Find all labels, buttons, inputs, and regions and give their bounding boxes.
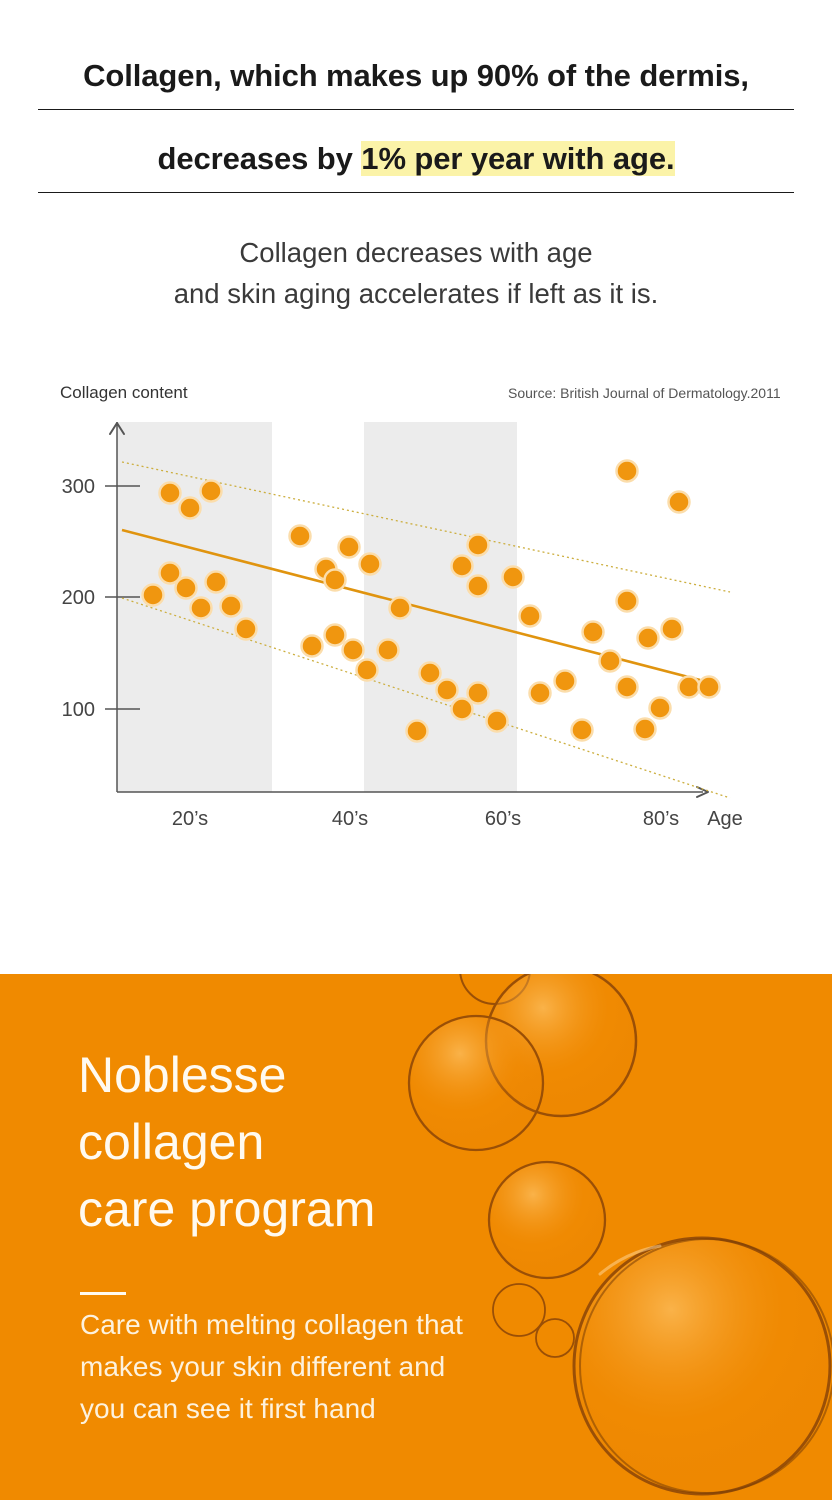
- svg-text:40’s: 40’s: [332, 808, 368, 830]
- svg-text:300: 300: [62, 476, 95, 498]
- svg-text:80’s: 80’s: [643, 808, 679, 830]
- svg-text:200: 200: [62, 587, 95, 609]
- svg-text:Age: Age: [707, 808, 743, 830]
- svg-text:60’s: 60’s: [485, 808, 521, 830]
- svg-text:20’s: 20’s: [172, 808, 208, 830]
- svg-text:100: 100: [62, 699, 95, 721]
